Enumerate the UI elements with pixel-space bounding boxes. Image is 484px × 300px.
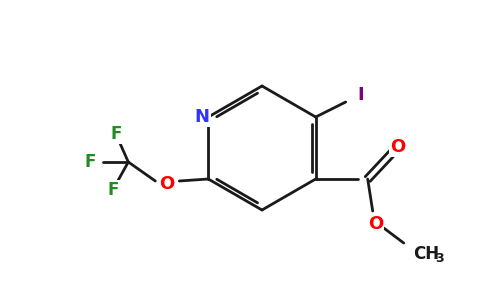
Text: O: O: [390, 138, 405, 156]
Text: F: F: [85, 153, 96, 171]
Text: O: O: [368, 215, 383, 233]
Text: N: N: [195, 108, 210, 126]
Text: I: I: [357, 86, 364, 104]
Text: F: F: [107, 181, 119, 199]
Text: 3: 3: [436, 251, 444, 265]
Text: F: F: [111, 125, 122, 143]
Text: O: O: [159, 175, 174, 193]
Text: CH: CH: [413, 245, 439, 263]
